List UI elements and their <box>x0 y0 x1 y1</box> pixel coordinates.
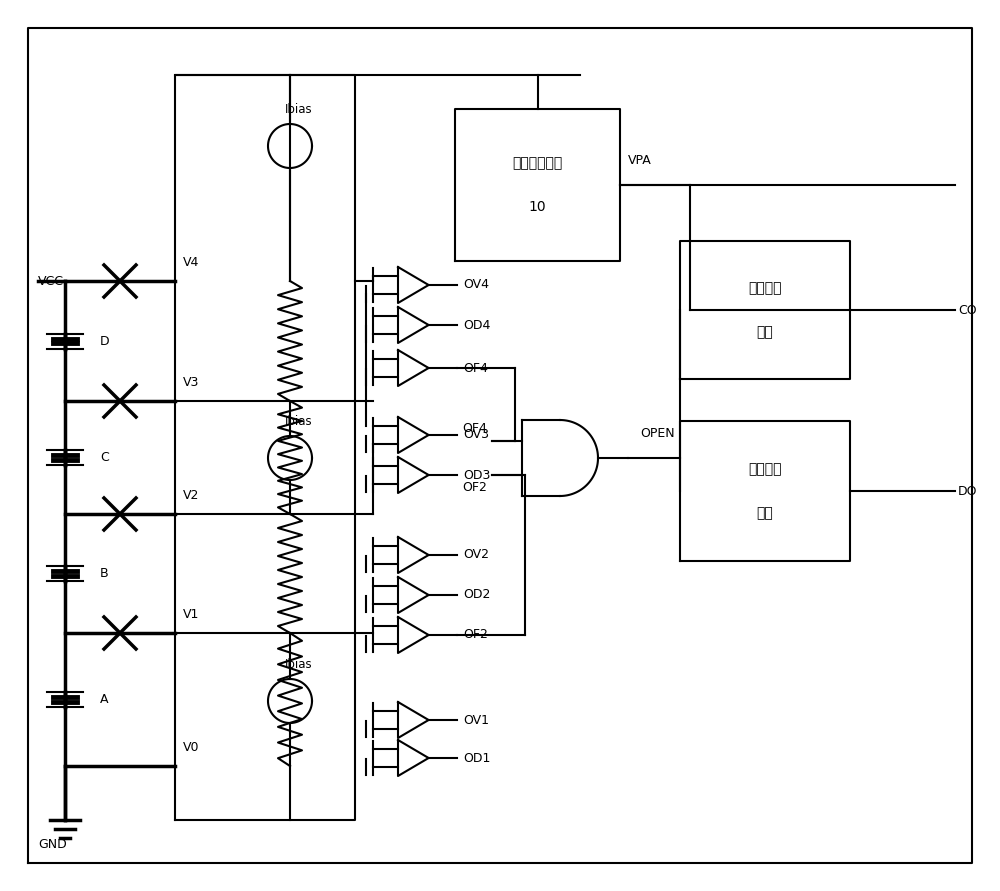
Text: CO: CO <box>958 304 977 316</box>
Text: OD1: OD1 <box>464 751 491 764</box>
Text: OF4: OF4 <box>462 422 487 436</box>
Text: Ibias: Ibias <box>285 103 313 116</box>
Text: Ibias: Ibias <box>285 658 313 671</box>
Text: OF2: OF2 <box>464 628 488 642</box>
Text: 放电控制: 放电控制 <box>748 462 782 476</box>
Text: OV3: OV3 <box>464 429 490 442</box>
Text: V2: V2 <box>183 489 199 502</box>
Text: VPA: VPA <box>628 154 652 167</box>
Text: OV2: OV2 <box>464 549 490 561</box>
Text: D: D <box>100 334 110 347</box>
Text: OD4: OD4 <box>464 318 491 331</box>
Text: OV1: OV1 <box>464 714 490 726</box>
Text: 输出: 输出 <box>757 325 773 339</box>
Text: OD2: OD2 <box>464 588 491 601</box>
Text: Ibias: Ibias <box>285 415 313 428</box>
Text: 10: 10 <box>529 200 546 214</box>
Text: GND: GND <box>38 838 67 852</box>
Text: OPEN: OPEN <box>640 427 675 440</box>
Text: VCC: VCC <box>38 274 64 288</box>
Text: OF2: OF2 <box>462 480 487 494</box>
Text: V3: V3 <box>183 376 199 389</box>
Text: A: A <box>100 693 109 706</box>
Text: OD3: OD3 <box>464 469 491 481</box>
Text: B: B <box>100 567 109 580</box>
Text: V4: V4 <box>183 256 199 269</box>
Text: C: C <box>100 451 109 464</box>
Text: V1: V1 <box>183 608 199 621</box>
Text: DO: DO <box>958 485 978 497</box>
Text: V0: V0 <box>183 741 200 754</box>
Text: 充电控制: 充电控制 <box>748 281 782 295</box>
Text: OF4: OF4 <box>464 362 488 374</box>
Text: 低压供电电路: 低压供电电路 <box>512 156 563 170</box>
Text: OV4: OV4 <box>464 279 490 291</box>
Text: 输出: 输出 <box>757 506 773 520</box>
